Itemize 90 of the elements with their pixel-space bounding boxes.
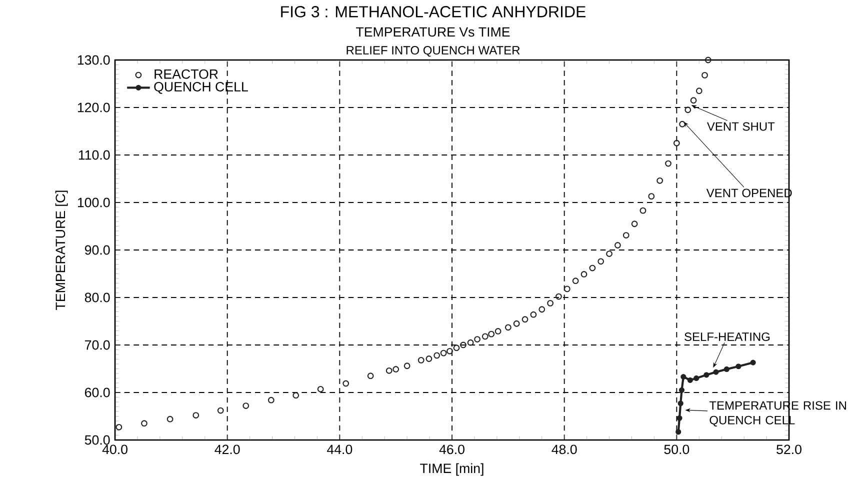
point: [679, 120, 686, 128]
point: [317, 386, 324, 392]
point: [690, 97, 697, 104]
annotation: VENT SHUT: [706, 122, 775, 131]
point: [673, 140, 680, 146]
point: [684, 106, 692, 114]
point: [530, 311, 537, 318]
point: [606, 250, 612, 257]
point: [702, 72, 708, 78]
point: [504, 324, 512, 331]
point: [192, 412, 200, 418]
x-tick-label: 48.0: [552, 444, 577, 454]
legend-label: REACTOR: [154, 69, 218, 79]
point: [434, 352, 440, 359]
y-axis-title: TEMPERATURE [C]: [55, 190, 68, 310]
point: [426, 356, 432, 362]
point: [589, 264, 596, 272]
x-tick-label: 42.0: [214, 444, 240, 454]
point: [696, 88, 702, 94]
y-tick-label: 120.0: [78, 102, 110, 112]
point: [268, 396, 274, 404]
point: [522, 316, 528, 323]
point: [141, 420, 148, 427]
point: [614, 242, 621, 248]
point: [474, 336, 480, 342]
point: [418, 356, 424, 364]
x-tick-label: 40.0: [102, 444, 128, 454]
point: [713, 369, 719, 375]
x-tick-label: 44.0: [327, 444, 352, 454]
point: [440, 350, 447, 356]
point: [676, 429, 682, 435]
point: [750, 360, 756, 366]
point: [640, 207, 646, 214]
point: [736, 364, 742, 370]
point: [367, 372, 374, 380]
chart-title: FIG 3 : METHANOL-ACETIC ANHYDRIDE: [281, 6, 586, 18]
point: [556, 293, 562, 300]
point: [482, 333, 488, 340]
point: [665, 160, 672, 167]
point: [564, 286, 570, 292]
point: [392, 366, 400, 372]
point: [676, 415, 682, 421]
point: [217, 407, 224, 414]
x-tick-label: 46.0: [439, 444, 464, 454]
chart-subtitle: TEMPERATURE Vs TIME: [356, 27, 510, 37]
point: [648, 193, 655, 200]
point: [680, 374, 686, 380]
y-tick-label: 110.0: [78, 150, 110, 160]
point: [724, 366, 730, 372]
point: [538, 306, 546, 313]
point: [547, 300, 554, 306]
y-tick-label: 90.0: [84, 245, 110, 255]
point: [488, 330, 495, 338]
point: [342, 380, 350, 387]
point: [446, 348, 453, 354]
point: [116, 424, 122, 430]
annotation: SELF-HEATING: [684, 332, 770, 342]
point: [572, 278, 579, 284]
point: [678, 400, 684, 406]
point: [580, 271, 588, 278]
point: [704, 372, 710, 378]
x-tick-label: 52.0: [776, 444, 802, 454]
point: [242, 402, 250, 409]
point: [513, 320, 520, 327]
point: [404, 362, 410, 370]
point: [494, 328, 502, 334]
point: [453, 344, 460, 352]
y-tick-label: 130.0: [78, 55, 110, 65]
point: [467, 339, 474, 346]
text: RELIEF INTO QUENCH WATER: [346, 46, 520, 57]
point: [704, 56, 712, 64]
point: [687, 377, 693, 383]
point: [386, 367, 392, 374]
y-tick-label: 50.0: [84, 435, 110, 445]
point: [694, 375, 700, 382]
y-tick-label: 80.0: [84, 292, 110, 302]
legend-label: QUENCH CELL: [154, 82, 248, 94]
point: [166, 416, 174, 422]
x-axis-title: TIME [min]: [420, 463, 484, 476]
point: [292, 392, 300, 399]
y-tick-label: 70.0: [85, 340, 110, 350]
point: [460, 342, 466, 348]
point: [622, 232, 630, 238]
x-tick-label: 50.0: [664, 444, 690, 454]
point: [631, 220, 638, 228]
y-tick-label: 100.0: [78, 198, 110, 208]
point: [598, 258, 604, 265]
point: [678, 387, 685, 393]
point: [656, 177, 664, 184]
y-tick-label: 60.0: [85, 388, 110, 398]
